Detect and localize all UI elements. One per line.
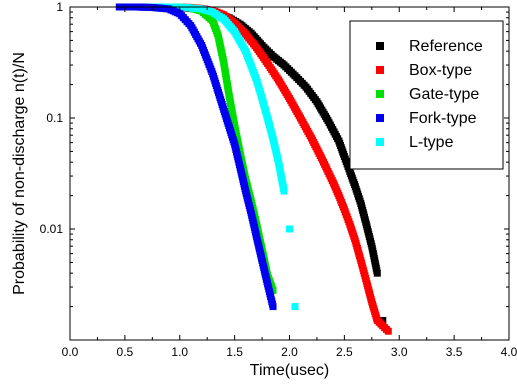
x-tick-label: 3.5 — [446, 345, 463, 359]
legend-label: Fork-type — [409, 110, 477, 127]
x-tick-label: 3.0 — [391, 345, 408, 359]
legend-label: Box-type — [409, 62, 472, 79]
data-point — [379, 316, 387, 324]
series-fork-type — [115, 3, 277, 311]
axes: 0.0 0.5 1.0 1.5 2.0 2.5 3.0 3.5 4.0 1 0.1 0.01 — [40, 0, 517, 359]
x-tick-label: 1.5 — [226, 345, 243, 359]
series-reference — [115, 3, 387, 324]
legend-swatch — [376, 90, 384, 98]
legend-label: Gate-type — [409, 86, 479, 103]
data-point — [280, 187, 288, 195]
x-tick-label: 1.0 — [171, 345, 188, 359]
x-axis-title: Time(usec) — [250, 362, 329, 379]
legend-swatch — [376, 138, 384, 146]
legend-box — [349, 20, 504, 170]
y-tick-label: 0.01 — [40, 222, 64, 236]
data-point — [291, 303, 299, 311]
y-axis-title: Probability of non-discharge n(t)/N — [11, 52, 28, 295]
data-point — [384, 327, 392, 335]
x-tick-label: 2.5 — [336, 345, 353, 359]
x-tick-label: 0.0 — [62, 345, 79, 359]
x-tick-label: 4.0 — [501, 345, 517, 359]
data-point — [269, 286, 277, 294]
data-point — [269, 303, 277, 311]
legend-label: L-type — [409, 134, 454, 151]
x-tick-label: 0.5 — [117, 345, 134, 359]
data-point — [286, 225, 293, 233]
legend: Reference Box-type Gate-type Fork-type L-typ… — [349, 20, 504, 170]
legend-swatch — [376, 114, 384, 122]
legend-swatch — [376, 42, 384, 50]
x-tick-label: 2.0 — [281, 345, 298, 359]
legend-swatch — [376, 66, 384, 74]
y-tick-label: 0.1 — [46, 111, 63, 125]
y-tick-label: 1 — [56, 0, 63, 14]
legend-label: Reference — [409, 38, 483, 55]
data-point — [373, 269, 381, 277]
